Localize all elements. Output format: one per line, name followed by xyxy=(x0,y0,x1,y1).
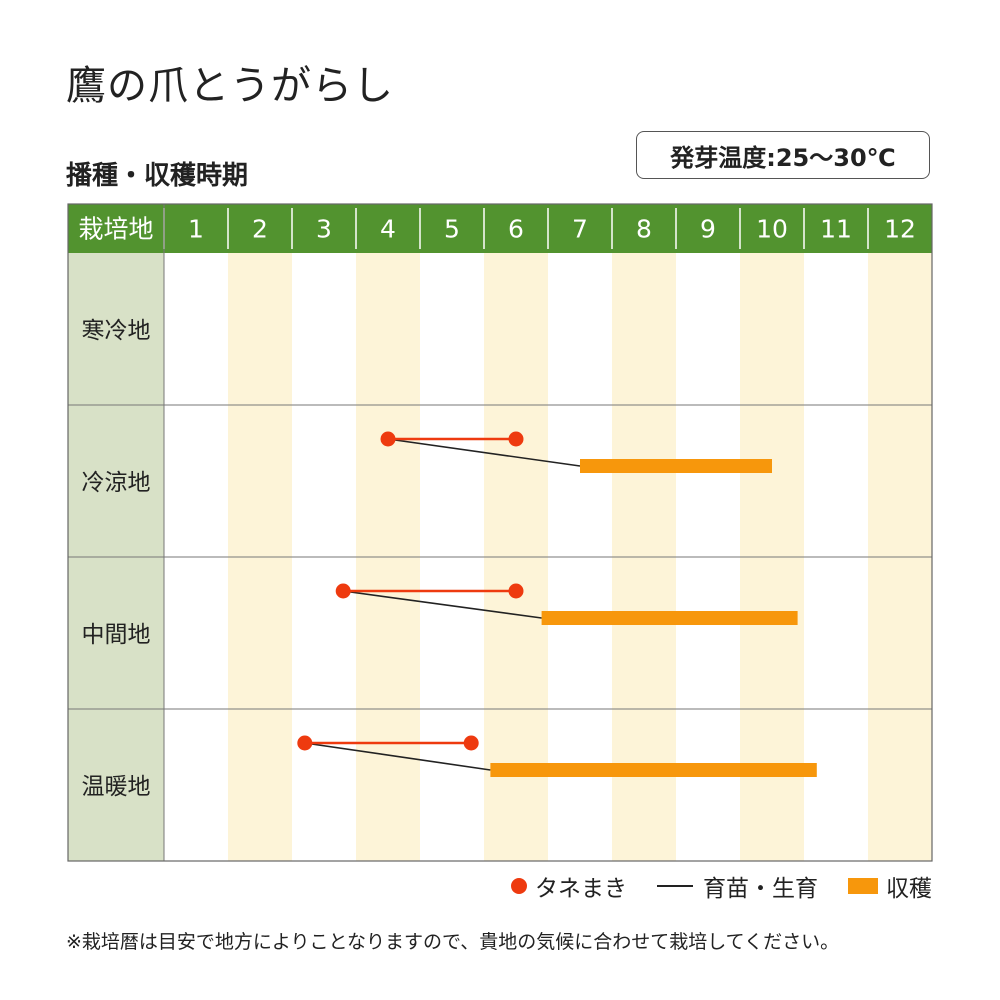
region-label: 冷涼地 xyxy=(82,470,151,496)
harvest-bar-icon xyxy=(848,878,878,894)
chart-frame xyxy=(67,203,933,862)
month-tick-label: 11 xyxy=(820,215,852,244)
sowing-end-dot xyxy=(508,583,524,599)
legend-seedling: 育苗・生育 xyxy=(657,869,818,903)
month-tick-label: 3 xyxy=(316,215,332,244)
legend-harvest-label: 収穫 xyxy=(886,876,932,902)
sowing-start-dot xyxy=(335,583,351,599)
seedling-line xyxy=(387,438,581,467)
sowing-end-dot xyxy=(463,735,479,751)
region-label: 温暖地 xyxy=(82,774,151,800)
region-label: 中間地 xyxy=(82,622,151,648)
month-tick-label: 10 xyxy=(756,215,788,244)
month-tick-label: 12 xyxy=(884,215,916,244)
harvest-bar xyxy=(541,611,798,625)
month-tick-label: 9 xyxy=(700,215,716,244)
legend-sowing-label: タネまき xyxy=(535,876,627,902)
sowing-end-dot xyxy=(508,431,524,447)
legend-sowing: タネまき xyxy=(511,869,627,903)
sowing-marker-icon xyxy=(511,878,527,894)
month-tick-label: 1 xyxy=(188,215,204,244)
seedling-line-icon xyxy=(657,885,693,887)
sowing-start-dot xyxy=(297,735,313,751)
chart-subtitle: 播種・収穫時期 xyxy=(66,161,249,191)
germination-temp-badge: 発芽温度:25～30℃ xyxy=(636,131,930,179)
sowing-start-dot xyxy=(380,431,396,447)
month-tick-label: 4 xyxy=(380,215,396,244)
month-tick-label: 8 xyxy=(636,215,652,244)
page-title: 鷹の爪とうがらし xyxy=(66,63,394,109)
harvest-bar xyxy=(580,459,772,473)
month-tick-label: 5 xyxy=(444,215,460,244)
region-label: 寒冷地 xyxy=(82,318,151,344)
month-tick-label: 7 xyxy=(572,215,588,244)
chart-legend: タネまき 育苗・生育 収穫 xyxy=(481,868,932,904)
footnote: ※栽培暦は目安で地方によりことなりますので、貴地の気候に合わせて栽培してください… xyxy=(66,931,840,953)
seedling-line xyxy=(304,742,491,771)
harvest-bar xyxy=(490,763,817,777)
legend-seedling-label: 育苗・生育 xyxy=(703,876,818,902)
month-tick-label: 2 xyxy=(252,215,268,244)
header-row xyxy=(68,204,932,253)
header-label: 栽培地 xyxy=(78,215,153,244)
month-tick-label: 6 xyxy=(508,215,524,244)
seedling-line xyxy=(343,590,542,619)
legend-harvest: 収穫 xyxy=(848,869,932,903)
